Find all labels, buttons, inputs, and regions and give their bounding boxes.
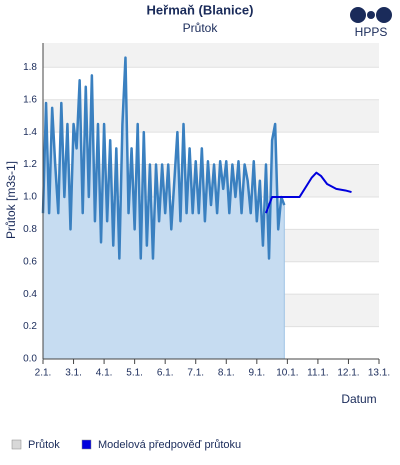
x-tick-label: 4.1. <box>96 368 113 379</box>
grid-band <box>43 43 379 68</box>
series-line <box>41 56 286 260</box>
y-tick-label: 0.0 <box>23 354 37 365</box>
x-tick-label: 5.1. <box>126 368 143 379</box>
y-tick-label: 1.4 <box>23 127 37 138</box>
x-tick-label: 11.1. <box>307 368 329 379</box>
x-tick-label: 7.1. <box>187 368 204 379</box>
x-tick-label: 10.1. <box>276 368 298 379</box>
x-tick-label: 8.1. <box>218 368 235 379</box>
logo-text: HPPS <box>355 25 388 39</box>
chart-title: Heřmaň (Blanice) <box>147 2 254 17</box>
x-tick-label: 6.1. <box>157 368 174 379</box>
x-tick-label: 13.1. <box>368 368 390 379</box>
x-axis-label: Datum <box>341 392 376 406</box>
y-tick-label: 0.8 <box>23 224 37 235</box>
y-tick-label: 0.4 <box>23 289 37 300</box>
y-axis-label: Průtok [m3s-1] <box>4 161 18 239</box>
x-tick-label: 9.1. <box>248 368 265 379</box>
x-tick-label: 12.1. <box>337 368 359 379</box>
legend-swatch <box>81 439 92 450</box>
y-tick-label: 1.6 <box>23 94 37 105</box>
y-tick-label: 0.6 <box>23 256 37 267</box>
legend-label: Průtok <box>28 439 60 451</box>
x-tick-label: 3.1. <box>65 368 82 379</box>
logo-icon <box>350 7 392 23</box>
chart-subtitle: Průtok <box>183 21 219 35</box>
legend-swatch <box>11 439 22 450</box>
y-tick-label: 1.8 <box>23 62 37 73</box>
series-line <box>265 171 352 214</box>
x-tick-label: 2.1. <box>35 368 52 379</box>
y-tick-label: 1.0 <box>23 192 37 203</box>
y-tick-label: 1.2 <box>23 159 37 170</box>
y-tick-label: 0.2 <box>23 321 37 332</box>
legend-label: Modelová předpověď průtoku <box>98 439 241 451</box>
